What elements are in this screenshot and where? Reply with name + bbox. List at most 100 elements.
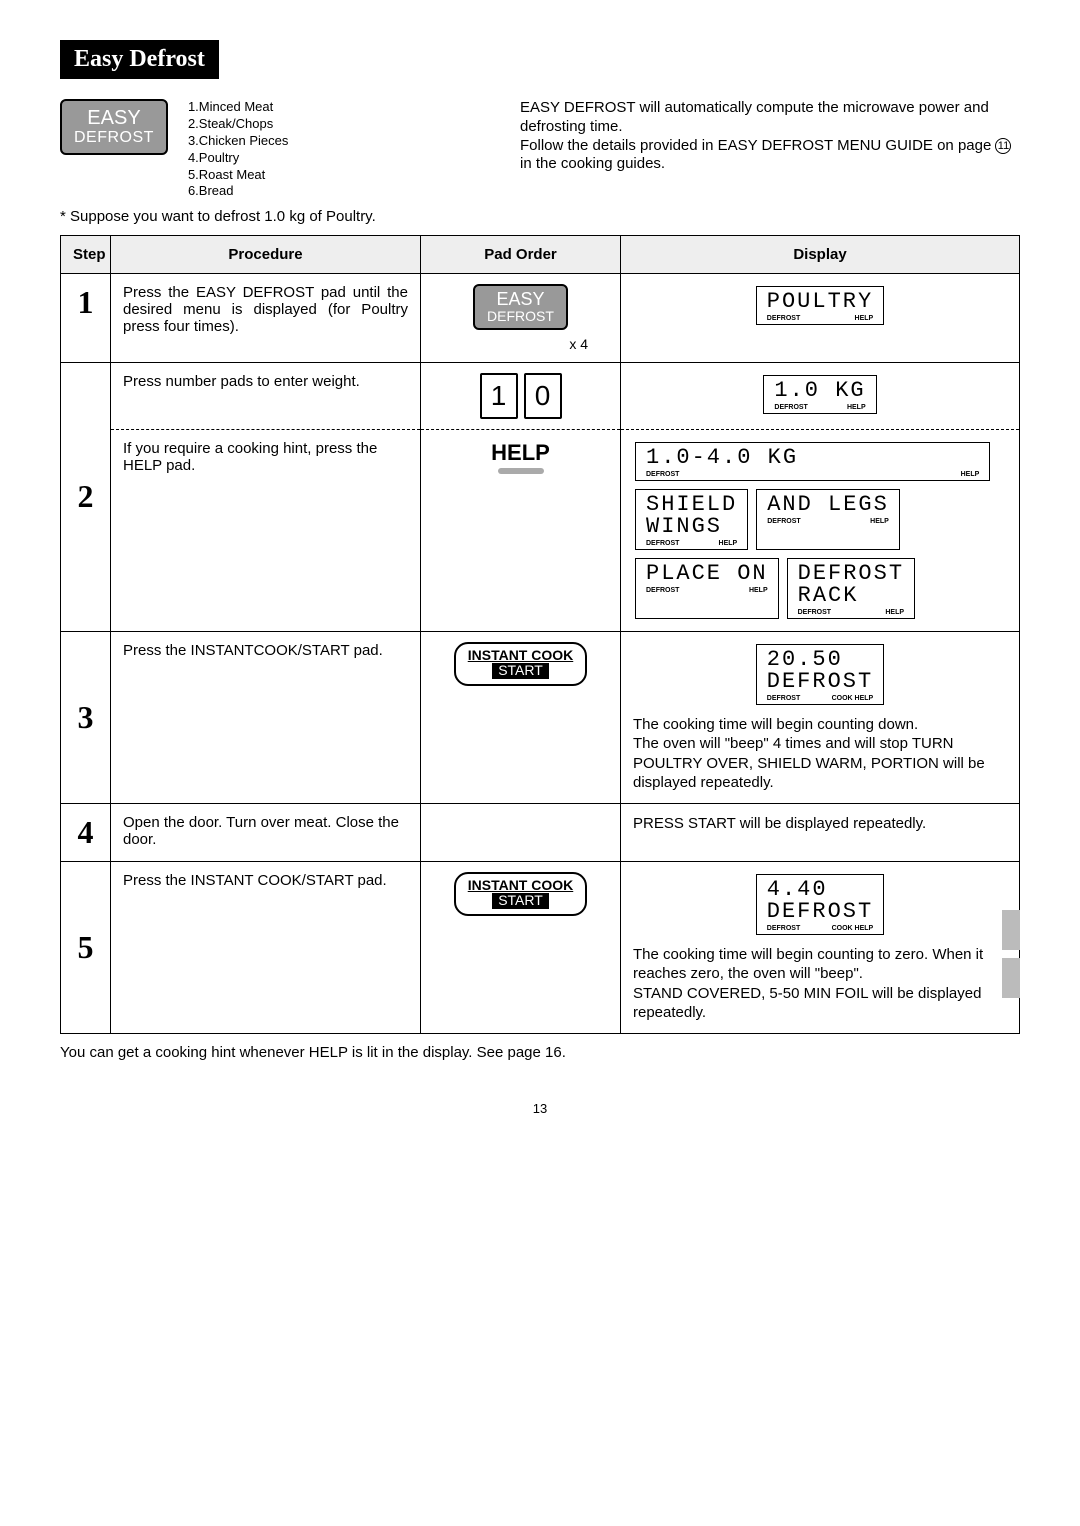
start-line: START bbox=[492, 893, 549, 908]
display-cell: 4.40 DEFROST DEFROST COOK HELP The cookin… bbox=[621, 861, 1020, 1033]
table-row: 1 Press the EASY DEFROST pad until the d… bbox=[61, 274, 1020, 363]
lcd-sub-right: HELP bbox=[749, 587, 768, 594]
lcd-display: 20.50 DEFROST DEFROST COOK HELP bbox=[756, 644, 884, 705]
pad-order-cell: EASY DEFROST x 4 bbox=[421, 274, 621, 363]
table-header-row: Step Procedure Pad Order Display bbox=[61, 236, 1020, 274]
table-row: 3 Press the INSTANTCOOK/START pad. INSTA… bbox=[61, 631, 1020, 803]
display-cell: 1.0-4.0 KG DEFROSTHELP SHIELD WINGS DEFR… bbox=[621, 429, 1020, 631]
lcd-display: AND LEGS DEFROST HELP bbox=[756, 489, 900, 550]
intro-text-2: Follow the details provided in EASY DEFR… bbox=[520, 137, 1020, 175]
lcd-sub-left: DEFROST bbox=[767, 315, 800, 322]
lcd-sub-left: DEFROST bbox=[767, 518, 800, 525]
press-count: x 4 bbox=[433, 336, 608, 352]
table-row: If you require a cooking hint, press the… bbox=[61, 429, 1020, 631]
side-tab-icon bbox=[1002, 958, 1020, 998]
lcd-sub-left: DEFROST bbox=[767, 925, 800, 932]
instant-cook-line: INSTANT COOK bbox=[468, 648, 574, 663]
help-underline-icon bbox=[498, 468, 544, 474]
lcd-sub: DEFROST HELP bbox=[774, 404, 865, 411]
lcd-text: AND LEGS bbox=[767, 494, 889, 516]
pad-order-cell bbox=[421, 803, 621, 861]
pad-order-cell: INSTANT COOK START bbox=[421, 631, 621, 803]
lcd-text: DEFROST RACK bbox=[798, 563, 904, 607]
lcd-display: DEFROST RACK DEFROST HELP bbox=[787, 558, 915, 619]
procedure-cell: Press number pads to enter weight. bbox=[111, 362, 421, 429]
menu-item: 4.Poultry bbox=[188, 150, 288, 167]
easy-defrost-pad-icon: EASY DEFROST bbox=[60, 99, 168, 155]
section-heading: Easy Defrost bbox=[60, 40, 219, 79]
procedure-table: Step Procedure Pad Order Display 1 Press… bbox=[60, 235, 1020, 1034]
lcd-sub-right: COOK HELP bbox=[832, 925, 874, 932]
lcd-sub-right: HELP bbox=[719, 540, 738, 547]
lcd-text: POULTRY bbox=[767, 291, 873, 313]
lcd-display: 1.0-4.0 KG DEFROSTHELP bbox=[635, 442, 990, 481]
header-procedure: Procedure bbox=[111, 236, 421, 274]
header-pad-order: Pad Order bbox=[421, 236, 621, 274]
step-number: 1 bbox=[61, 274, 111, 363]
lcd-sub-left: DEFROST bbox=[646, 587, 679, 594]
display-cell: PRESS START will be displayed repeatedly… bbox=[621, 803, 1020, 861]
side-tab-icon bbox=[1002, 910, 1020, 950]
lcd-sub: DEFROST HELP bbox=[646, 471, 979, 478]
lcd-sub-left: DEFROST bbox=[646, 540, 679, 547]
defrost-line: DEFROST bbox=[74, 129, 154, 147]
menu-list: 1.Minced Meat 2.Steak/Chops 3.Chicken Pi… bbox=[188, 99, 288, 200]
intro-text-1: EASY DEFROST will automatically compute … bbox=[520, 99, 1020, 137]
display-note: PRESS START will be displayed repeatedly… bbox=[633, 814, 1007, 834]
menu-item: 1.Minced Meat bbox=[188, 99, 288, 116]
pad-order-cell: INSTANT COOK START bbox=[421, 861, 621, 1033]
lcd-text: 20.50 DEFROST bbox=[767, 649, 873, 693]
lcd-sub: DEFROST HELP bbox=[767, 315, 873, 322]
easy-line: EASY bbox=[487, 290, 554, 309]
display-cell: POULTRY DEFROST HELP bbox=[621, 274, 1020, 363]
procedure-cell: Press the INSTANT COOK/START pad. bbox=[111, 861, 421, 1033]
intro-left: EASY DEFROST 1.Minced Meat 2.Steak/Chops… bbox=[60, 99, 500, 200]
footer-note: You can get a cooking hint whenever HELP… bbox=[60, 1044, 1020, 1061]
intro-row: EASY DEFROST 1.Minced Meat 2.Steak/Chops… bbox=[60, 99, 1020, 200]
lcd-display: SHIELD WINGS DEFROST HELP bbox=[635, 489, 748, 550]
intro-text-2b: in the cooking guides. bbox=[520, 155, 665, 172]
lcd-sub-left: DEFROST bbox=[798, 609, 831, 616]
lcd-sub: DEFROST HELP bbox=[646, 540, 737, 547]
lcd-text: 4.40 DEFROST bbox=[767, 879, 873, 923]
easy-defrost-pad-icon: EASY DEFROST bbox=[473, 284, 568, 330]
page-ref-circled: 11 bbox=[995, 138, 1011, 154]
lcd-sub-right: COOK HELP bbox=[832, 695, 874, 702]
display-cell: 20.50 DEFROST DEFROSTCOOK HELP The cooki… bbox=[621, 631, 1020, 803]
procedure-cell: Press the INSTANTCOOK/START pad. bbox=[111, 631, 421, 803]
intro-text-2a: Follow the details provided in EASY DEFR… bbox=[520, 137, 995, 154]
lcd-sub-right: HELP bbox=[885, 609, 904, 616]
lcd-sub: DEFROST HELP bbox=[767, 518, 889, 525]
start-line: START bbox=[492, 663, 549, 678]
menu-item: 5.Roast Meat bbox=[188, 167, 288, 184]
lcd-sub-right: HELP bbox=[870, 518, 889, 525]
table-row: 2 Press number pads to enter weight. 1 0… bbox=[61, 362, 1020, 429]
lcd-sub: DEFROST COOK HELP bbox=[767, 925, 873, 932]
display-note: The cooking time will begin counting to … bbox=[633, 945, 1007, 1023]
lcd-sub-right: HELP bbox=[847, 404, 866, 411]
lcd-text: PLACE ON bbox=[646, 563, 768, 585]
lcd-display: 4.40 DEFROST DEFROST COOK HELP bbox=[756, 874, 884, 935]
number-key-1: 1 bbox=[480, 373, 518, 419]
intro-right: EASY DEFROST will automatically compute … bbox=[520, 99, 1020, 200]
side-tabs bbox=[1002, 910, 1020, 1006]
lcd-sub-right: HELP bbox=[961, 471, 980, 478]
lcd-display: PLACE ON DEFROST HELP bbox=[635, 558, 779, 619]
number-pad-group: 1 0 bbox=[480, 373, 562, 419]
lcd-text: SHIELD WINGS bbox=[646, 494, 737, 538]
suppose-line: * Suppose you want to defrost 1.0 kg of … bbox=[60, 208, 1020, 225]
step-number: 3 bbox=[61, 631, 111, 803]
lcd-sub-left: DEFROST bbox=[767, 695, 800, 702]
menu-item: 6.Bread bbox=[188, 183, 288, 200]
instant-cook-start-pad-icon: INSTANT COOK START bbox=[454, 872, 588, 916]
header-step: Step bbox=[61, 236, 111, 274]
lcd-sub: DEFROST HELP bbox=[646, 587, 768, 594]
lcd-group: 1.0-4.0 KG DEFROSTHELP SHIELD WINGS DEFR… bbox=[633, 440, 1007, 621]
page-number: 13 bbox=[60, 1101, 1020, 1116]
step-number: 5 bbox=[61, 861, 111, 1033]
lcd-sub-left: DEFROST bbox=[774, 404, 807, 411]
procedure-cell: Open the door. Turn over meat. Close the… bbox=[111, 803, 421, 861]
menu-item: 3.Chicken Pieces bbox=[188, 133, 288, 150]
step-number: 2 bbox=[61, 362, 111, 631]
lcd-sub-left: DEFROST bbox=[646, 471, 679, 478]
